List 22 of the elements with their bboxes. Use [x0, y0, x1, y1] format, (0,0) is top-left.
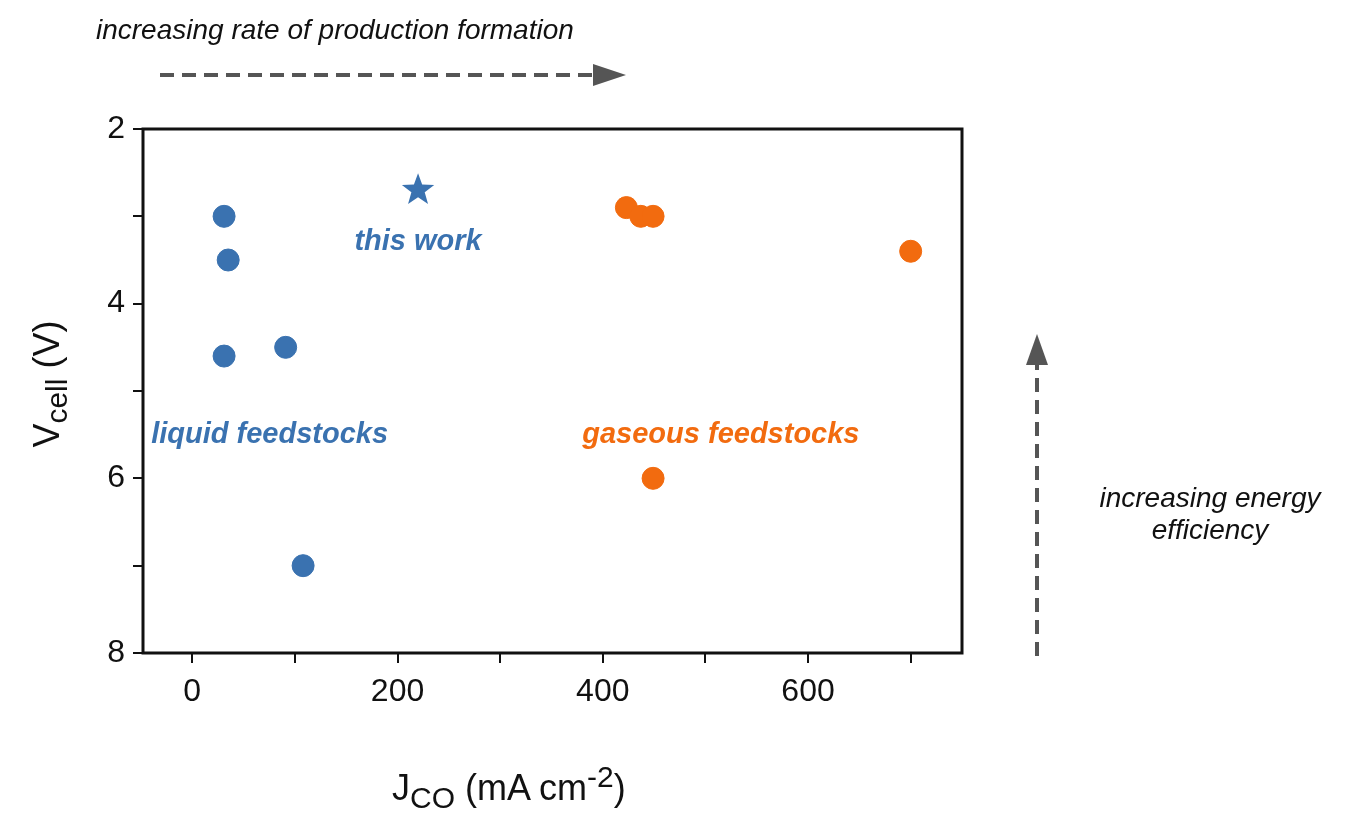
- point: [401, 173, 435, 204]
- point: [641, 466, 665, 490]
- point: [899, 239, 923, 263]
- y-tick-label: 2: [107, 108, 125, 145]
- point: [274, 335, 298, 359]
- annotation: this work: [354, 224, 484, 257]
- x-tick-label: 0: [183, 672, 202, 709]
- text: increasing rate of production formation: [96, 14, 574, 46]
- x-tick-label: 600: [781, 672, 835, 709]
- text: gaseous feedstocks: [581, 416, 860, 449]
- x-axis-title: J$_{CO}$ (mA cm$^{-2}$): [392, 760, 626, 816]
- y-tick-label: 4: [107, 283, 125, 320]
- y-tick-label: 8: [107, 632, 125, 669]
- x-tick-label: 200: [370, 672, 425, 709]
- point: [212, 204, 236, 228]
- text: increasing energy efficiency: [1098, 482, 1323, 546]
- point: [212, 344, 236, 368]
- x-tick-label: 400: [576, 672, 630, 709]
- point: [216, 248, 240, 272]
- point: [291, 554, 315, 578]
- text: liquid feedstocks: [151, 416, 389, 449]
- y-tick-label: 6: [107, 458, 125, 495]
